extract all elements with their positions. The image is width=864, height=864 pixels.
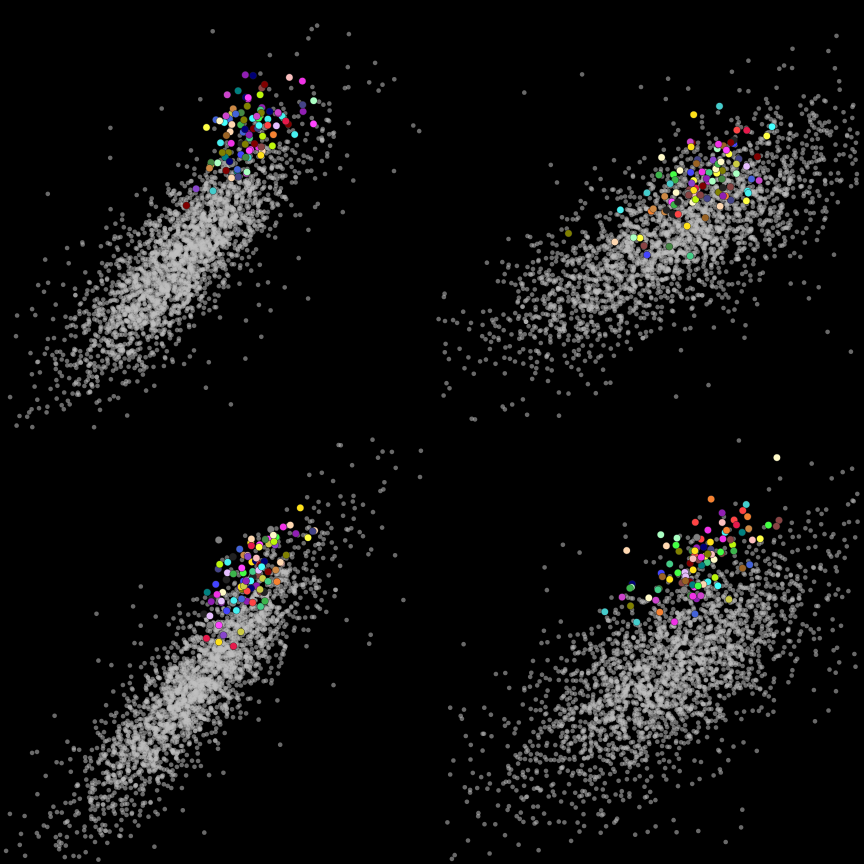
scatter-panel-0: [0, 0, 432, 432]
scatter-panel-3: [432, 432, 864, 864]
scatter-panel-1: [432, 0, 864, 432]
panel-grid: [0, 0, 864, 864]
scatter-panel-2: [0, 432, 432, 864]
